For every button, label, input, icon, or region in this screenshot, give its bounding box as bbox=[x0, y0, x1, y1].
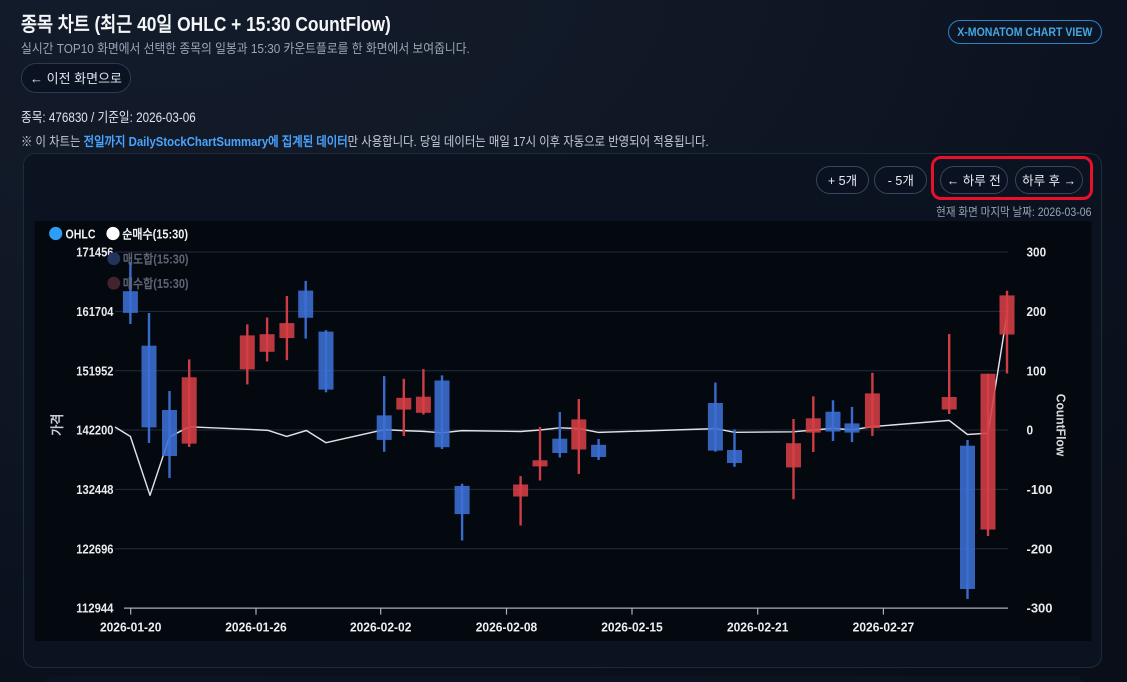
svg-text:2026-01-26: 2026-01-26 bbox=[225, 621, 287, 635]
svg-text:112944: 112944 bbox=[76, 602, 113, 616]
svg-text:-100: -100 bbox=[1027, 483, 1053, 497]
svg-text:2026-01-20: 2026-01-20 bbox=[100, 621, 162, 635]
svg-text:132448: 132448 bbox=[76, 483, 113, 497]
svg-text:순매수(15:30): 순매수(15:30) bbox=[122, 226, 188, 241]
svg-text:OHLC: OHLC bbox=[66, 227, 96, 241]
svg-text:171456: 171456 bbox=[76, 246, 113, 260]
svg-text:2026-02-21: 2026-02-21 bbox=[727, 621, 789, 635]
svg-text:161704: 161704 bbox=[76, 305, 113, 319]
svg-text:142200: 142200 bbox=[76, 424, 113, 438]
svg-text:CountFlow: CountFlow bbox=[1054, 394, 1068, 457]
svg-text:매도합(15:30): 매도합(15:30) bbox=[123, 251, 189, 266]
svg-text:100: 100 bbox=[1027, 364, 1047, 378]
svg-text:151952: 151952 bbox=[76, 364, 113, 378]
svg-text:2026-02-02: 2026-02-02 bbox=[350, 621, 412, 635]
svg-text:2026-02-15: 2026-02-15 bbox=[601, 621, 663, 635]
svg-text:0: 0 bbox=[1027, 424, 1034, 438]
svg-text:-200: -200 bbox=[1027, 542, 1053, 556]
svg-text:2026-02-08: 2026-02-08 bbox=[476, 621, 538, 635]
svg-text:-300: -300 bbox=[1027, 602, 1053, 616]
svg-text:300: 300 bbox=[1027, 246, 1047, 260]
svg-text:가격: 가격 bbox=[49, 414, 65, 436]
svg-text:2026-02-27: 2026-02-27 bbox=[853, 621, 915, 635]
svg-text:매수합(15:30): 매수합(15:30) bbox=[123, 276, 189, 291]
svg-text:122696: 122696 bbox=[76, 542, 113, 556]
svg-text:200: 200 bbox=[1027, 305, 1047, 319]
